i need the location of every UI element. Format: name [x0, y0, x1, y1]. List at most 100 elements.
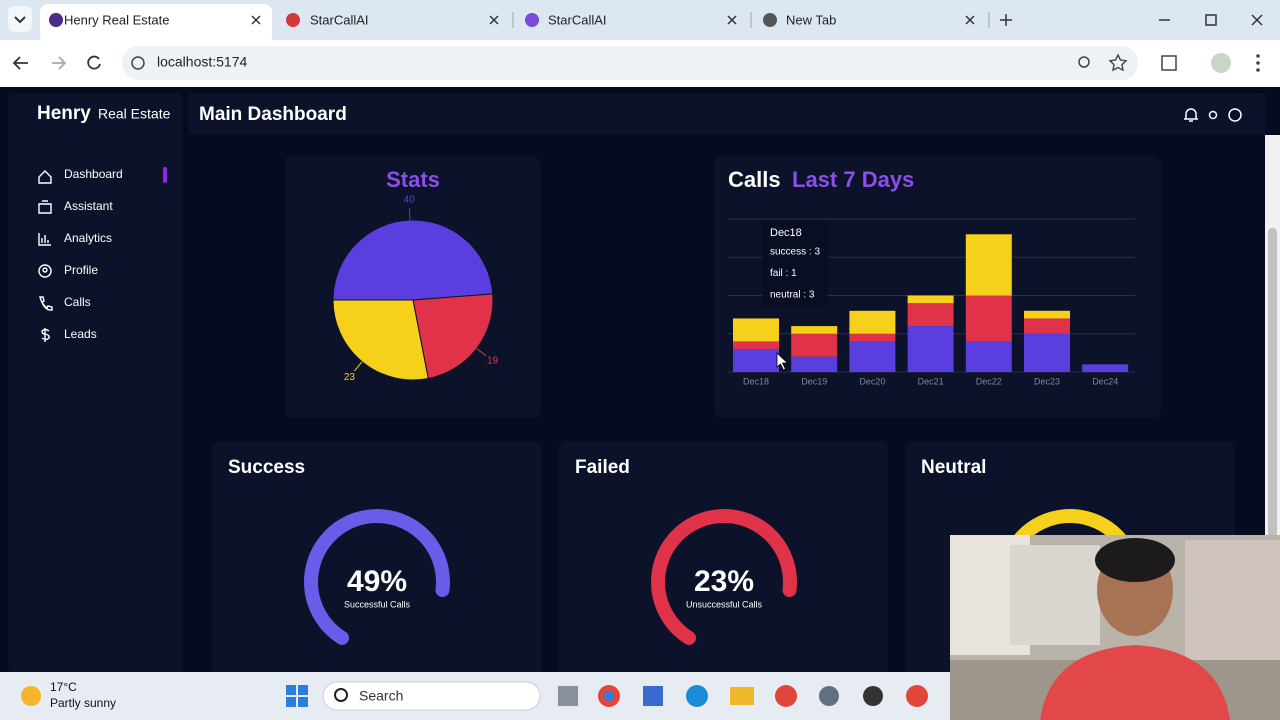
header-title: Main Dashboard — [199, 104, 347, 125]
bar-segment — [965, 295, 1012, 342]
start-button[interactable] — [286, 685, 308, 707]
active-tab[interactable] — [40, 4, 272, 44]
tooltip-title: Dec18 — [770, 227, 802, 239]
tooltip-line: success : 3 — [770, 247, 820, 258]
tab-icon — [286, 13, 300, 27]
search-icon — [334, 688, 348, 702]
gauge-card — [559, 441, 888, 681]
url: localhost:5174 — [157, 54, 248, 70]
pie-label: 19 — [487, 355, 499, 366]
bar-segment — [965, 341, 1012, 372]
x-tick-label: Dec18 — [743, 376, 769, 386]
weather-icon — [21, 686, 41, 706]
zoom-icon[interactable] — [1078, 56, 1090, 68]
card-title: Calls — [728, 167, 781, 192]
tooltip-line: fail : 1 — [770, 268, 797, 279]
nav-item[interactable]: Analytics — [64, 231, 112, 245]
tab-icon — [763, 13, 777, 27]
brand-sub: Real Estate — [98, 106, 171, 122]
nav-icon — [38, 264, 52, 278]
nav-item[interactable]: Assistant — [64, 199, 113, 213]
active-indicator — [163, 167, 167, 183]
temperature: 17°C — [50, 680, 77, 694]
header — [188, 93, 1265, 135]
card-subtitle: Last 7 Days — [792, 167, 914, 192]
taskbar-apps[interactable] — [558, 685, 928, 707]
gauge-value: 23% — [694, 565, 754, 598]
gauge-title: Success — [228, 457, 305, 478]
nav-icon — [41, 328, 50, 342]
x-tick-label: Dec21 — [918, 376, 944, 386]
header-icons[interactable] — [1184, 108, 1242, 122]
gauge-title: Neutral — [921, 457, 986, 478]
bar-segment — [849, 310, 896, 334]
sidebar — [8, 93, 183, 672]
tab-icon — [49, 13, 63, 27]
tab-menu[interactable] — [8, 6, 32, 32]
bar-segment — [733, 341, 779, 350]
bar-segment — [791, 326, 838, 334]
menu-icon[interactable] — [1256, 54, 1260, 72]
tooltip-line: neutral : 3 — [770, 290, 815, 301]
brand: Henry — [37, 103, 91, 124]
webcam-overlay — [950, 535, 1280, 720]
bar-segment — [907, 326, 954, 372]
x-tick-label: Dec24 — [1092, 376, 1118, 386]
gauge-caption: Successful Calls — [344, 599, 411, 609]
tooltip — [762, 220, 828, 308]
address-bar[interactable] — [122, 46, 1138, 80]
nav-item[interactable]: Leads — [64, 327, 97, 341]
bar-segment — [849, 333, 896, 342]
pie-leader — [354, 361, 363, 372]
site-info-icon — [131, 56, 145, 70]
nav-buttons[interactable] — [12, 55, 101, 70]
bar-segment — [965, 234, 1012, 296]
bar-segment — [1024, 333, 1070, 372]
search-box[interactable] — [322, 681, 541, 711]
bar-segment — [733, 349, 779, 372]
bar-segment — [849, 341, 896, 372]
bar-segment — [791, 333, 838, 357]
gauge-arc — [651, 509, 797, 645]
nav-icon — [39, 296, 53, 311]
pie-leader — [476, 348, 487, 357]
bar-segment — [1024, 310, 1070, 319]
bar-segment — [1024, 318, 1070, 334]
bar-segment — [907, 295, 954, 304]
card-title: Stats — [386, 167, 440, 192]
nav-icon — [38, 200, 52, 214]
tab-icon — [525, 13, 539, 27]
pie-label: 40 — [404, 195, 416, 206]
x-tick-label: Dec19 — [801, 376, 827, 386]
gauge-value: 49% — [347, 565, 407, 598]
gauge-caption: Unsuccessful Calls — [686, 599, 763, 609]
tab-close-icons — [251, 14, 1263, 26]
extensions-icon[interactable] — [1161, 55, 1177, 71]
chevron — [14, 16, 26, 24]
x-tick-label: Dec20 — [859, 376, 885, 386]
gauge-arc — [304, 509, 450, 645]
tab-title: Henry Real Estate — [64, 12, 170, 27]
pie-label: 23 — [344, 372, 356, 383]
bar-segment — [733, 318, 779, 342]
bar-segment — [791, 356, 838, 372]
x-tick-label: Dec23 — [1034, 376, 1060, 386]
search-placeholder: Search — [359, 688, 403, 704]
bar-segment — [1082, 364, 1129, 372]
profile-avatar[interactable] — [1211, 53, 1231, 73]
bar-segment — [907, 303, 954, 327]
tab-title: New Tab — [786, 12, 836, 27]
nav-icon — [38, 170, 52, 184]
pie-slice — [412, 293, 494, 380]
nav-icon — [38, 233, 51, 246]
weather: Partly sunny — [50, 696, 116, 710]
tab-title: StarCallAI — [548, 12, 607, 27]
nav-item[interactable]: Calls — [64, 295, 91, 309]
tab-title: StarCallAI — [310, 12, 369, 27]
gauge-title: Failed — [575, 457, 630, 478]
nav-item[interactable]: Dashboard — [64, 167, 123, 181]
nav-item[interactable]: Profile — [64, 263, 98, 277]
bookmark-icon[interactable] — [1108, 53, 1128, 72]
pie-slice — [332, 299, 429, 381]
